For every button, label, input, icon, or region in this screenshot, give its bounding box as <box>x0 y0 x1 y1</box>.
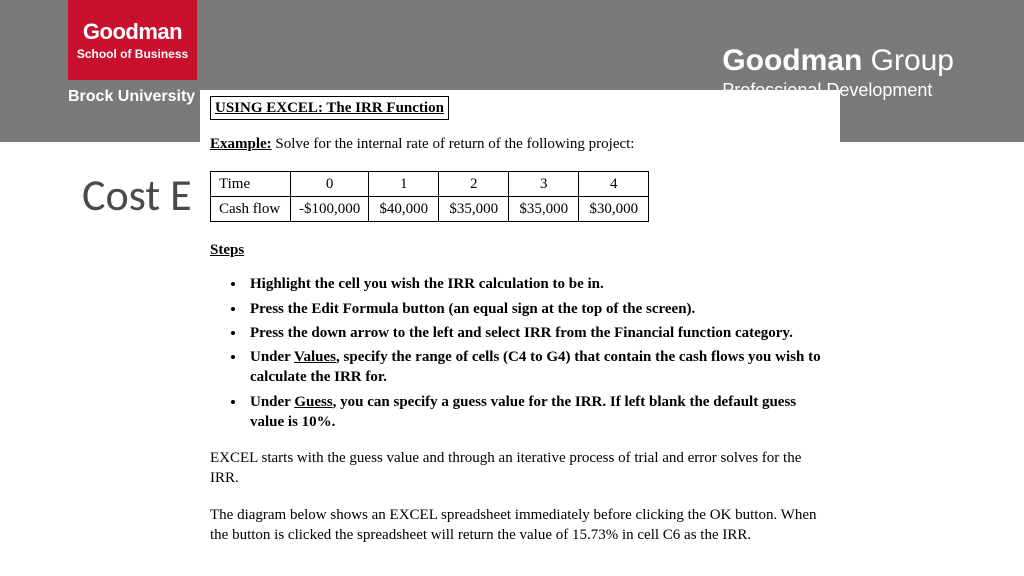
list-item: Press the down arrow to the left and sel… <box>246 323 830 343</box>
example-text: Solve for the internal rate of return of… <box>272 136 635 152</box>
doc-title: USING EXCEL: The IRR Function <box>210 96 449 120</box>
example-line: Example: Solve for the internal rate of … <box>210 134 830 154</box>
list-item: Highlight the cell you wish the IRR calc… <box>246 274 830 294</box>
table-cell: $40,000 <box>369 196 439 221</box>
brock-university-label: Brock University <box>68 88 195 106</box>
steps-list: Highlight the cell you wish the IRR calc… <box>246 274 830 432</box>
logo-sub-text: School of Business <box>77 47 188 61</box>
goodman-logo: Goodman School of Business <box>68 0 197 80</box>
table-cell: 1 <box>369 171 439 196</box>
table-row: Cash flow -$100,000 $40,000 $35,000 $35,… <box>211 196 649 221</box>
group-name-light: Group <box>862 44 954 77</box>
table-cell: 0 <box>291 171 369 196</box>
table-cell: $30,000 <box>579 196 649 221</box>
list-item: Under Values, specify the range of cells… <box>246 347 830 388</box>
group-name-bold: Goodman <box>722 44 862 77</box>
document-overlay: USING EXCEL: The IRR Function Example: S… <box>200 90 840 565</box>
background-slide-title: Cost E <box>82 168 192 222</box>
table-cell: Cash flow <box>211 196 291 221</box>
paragraph: EXCEL starts with the guess value and th… <box>210 448 830 489</box>
table-cell: 2 <box>439 171 509 196</box>
logo-main-text: Goodman <box>83 19 182 45</box>
table-row: Time 0 1 2 3 4 <box>211 171 649 196</box>
table-cell: 4 <box>579 171 649 196</box>
table-cell: -$100,000 <box>291 196 369 221</box>
paragraph: The diagram below shows an EXCEL spreads… <box>210 505 830 546</box>
table-cell: 3 <box>509 171 579 196</box>
steps-label: Steps <box>210 240 830 260</box>
table-cell: $35,000 <box>439 196 509 221</box>
list-item: Press the Edit Formula button (an equal … <box>246 299 830 319</box>
table-cell: Time <box>211 171 291 196</box>
list-item: Under Guess, you can specify a guess val… <box>246 392 830 433</box>
example-label: Example: <box>210 136 272 152</box>
table-cell: $35,000 <box>509 196 579 221</box>
cashflow-table: Time 0 1 2 3 4 Cash flow -$100,000 $40,0… <box>210 171 649 223</box>
